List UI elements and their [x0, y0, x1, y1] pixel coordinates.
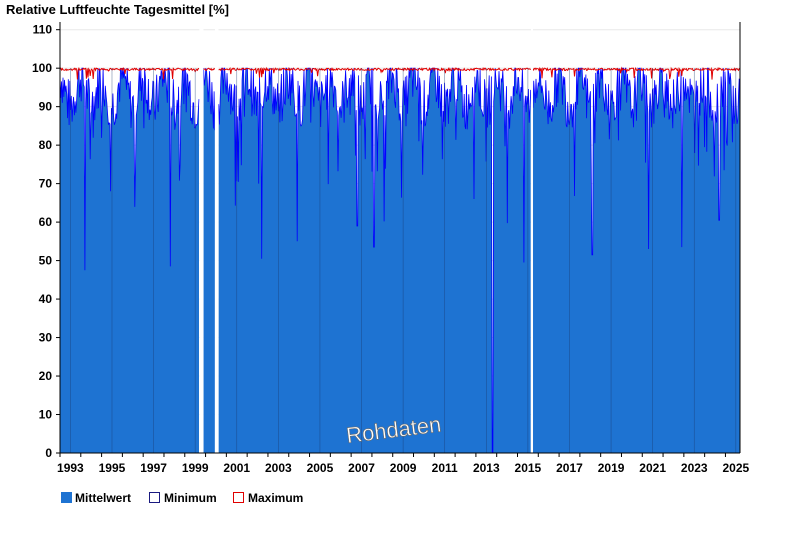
x-tick-label: 2019 [598, 461, 625, 475]
legend-label-mittelwert: Mittelwert [75, 491, 131, 505]
series-maximum-line [59, 67, 200, 80]
x-tick-label: 2021 [639, 461, 666, 475]
legend-label-minimum: Minimum [164, 491, 217, 505]
series-mittelwert-line [203, 68, 216, 131]
series-mittelwert-line [218, 67, 532, 454]
x-tick-label: 2023 [681, 461, 708, 475]
y-tick-label: 70 [39, 177, 53, 191]
x-tick-label: 2003 [265, 461, 292, 475]
series-maximum-line [218, 66, 532, 78]
x-axis: 1993 1995 1997 1999 2001 2003 2005 2007 2009 2011… [57, 452, 750, 475]
y-tick-label: 30 [39, 331, 53, 345]
y-tick-label: 60 [39, 215, 53, 229]
series-maximum-line [203, 67, 216, 72]
plot-area [59, 22, 741, 454]
y-tick-label: 40 [39, 292, 53, 306]
series-mittelwert-area [532, 68, 740, 453]
x-tick-label: 1995 [99, 461, 126, 475]
data-gap [199, 22, 204, 453]
x-tick-label: 2017 [556, 461, 583, 475]
legend-swatch-mittelwert [61, 492, 72, 503]
y-tick-label: 50 [39, 254, 53, 268]
y-tick-label: 80 [39, 138, 53, 152]
data-gap [531, 22, 534, 453]
series-mittelwert-line [532, 67, 741, 256]
y-tick-label: 20 [39, 369, 53, 383]
x-tick-label: 2005 [307, 461, 334, 475]
x-tick-label: 2011 [432, 461, 458, 475]
x-tick-label: 1997 [140, 461, 167, 475]
x-tick-label: 1993 [57, 461, 84, 475]
x-tick-label: 2015 [515, 461, 542, 475]
x-tick-label: 2025 [722, 461, 749, 475]
series-mittelwert-area [203, 68, 215, 453]
series-mittelwert-line [59, 67, 200, 271]
chart-title: Relative Luftfeuchte Tagesmittel [%] [6, 2, 229, 17]
legend-swatch-minimum [149, 492, 160, 503]
x-tick-label: 2013 [473, 461, 500, 475]
data-gap [214, 22, 219, 453]
legend-label-maximum: Maximum [248, 491, 303, 505]
legend-swatch-maximum [233, 492, 244, 503]
y-tick-label: 0 [45, 446, 52, 460]
y-tick-label: 10 [39, 408, 53, 422]
y-tick-label: 110 [33, 23, 53, 37]
series-maximum-line [532, 66, 741, 80]
x-tick-label: 2007 [348, 461, 375, 475]
y-tick-label: 90 [39, 100, 53, 114]
x-tick-label: 2009 [390, 461, 417, 475]
series-mittelwert-area [60, 68, 200, 453]
y-tick-label: 100 [32, 61, 52, 75]
x-tick-label: 2001 [223, 461, 250, 475]
y-axis: 0 10 20 30 40 50 60 70 80 90 100 110 [32, 22, 741, 460]
legend: Mittelwert Minimum Maximum [61, 491, 303, 505]
x-tick-label: 1999 [182, 461, 209, 475]
